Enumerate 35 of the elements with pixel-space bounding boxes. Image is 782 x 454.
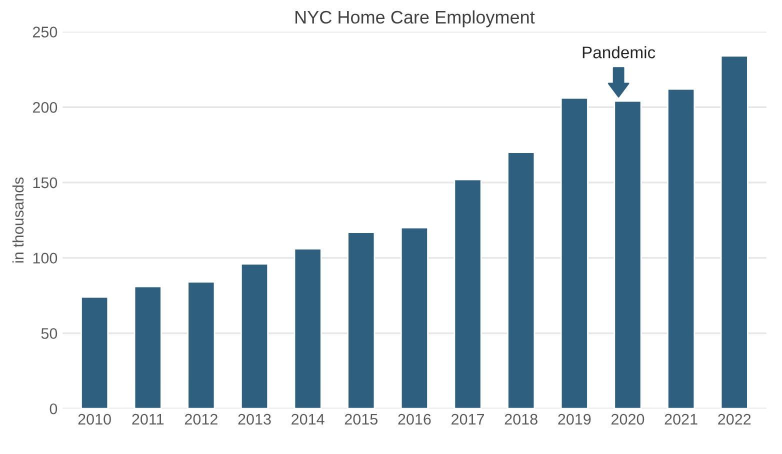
bar: [560, 97, 588, 409]
y-tick-label: 0: [50, 403, 58, 414]
x-tick-label: 2018: [504, 414, 538, 425]
y-tick-label: 200: [32, 102, 58, 113]
x-tick-label: 2010: [78, 414, 111, 425]
bar: [134, 286, 162, 409]
x-tick-label: 2021: [664, 414, 698, 425]
x-tick-label: 2014: [292, 414, 324, 425]
x-tick-label: 2011: [132, 414, 164, 425]
y-tick-label: 100: [33, 252, 58, 264]
x-tick-label: 2017: [452, 414, 484, 425]
annotation: Pandemic: [582, 46, 656, 58]
bar: [614, 100, 642, 409]
x-tick-label: 2016: [398, 414, 431, 425]
bar: [720, 55, 748, 409]
y-axis-title: in thousands: [12, 177, 24, 262]
bar: [454, 178, 482, 409]
x-tick-label: 2012: [184, 414, 218, 425]
x-tick-label: 2022: [718, 414, 751, 425]
bar: [187, 281, 216, 409]
bar: [240, 263, 269, 409]
x-tick-label: 2013: [238, 414, 271, 425]
bar: [347, 232, 376, 409]
bar: [667, 88, 696, 409]
chart-title: NYC Home Care Employment: [296, 10, 535, 28]
bar: [507, 152, 536, 409]
bar: [294, 248, 322, 409]
x-tick-label: 2019: [558, 414, 591, 425]
bar: [400, 227, 428, 409]
x-tick-label: 2015: [344, 414, 378, 425]
y-tick-label: 250: [32, 26, 58, 38]
bar: [80, 296, 109, 409]
y-tick-label: 50: [41, 328, 58, 339]
y-tick-label: 150: [33, 177, 58, 188]
x-tick-label: 2020: [612, 414, 644, 425]
